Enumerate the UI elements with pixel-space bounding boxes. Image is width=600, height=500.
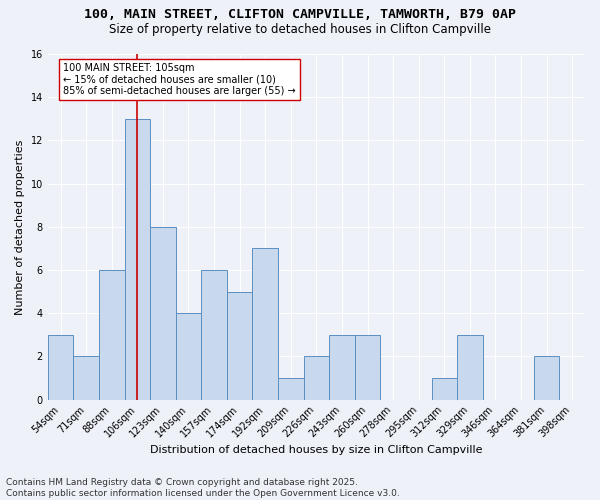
Bar	[201, 270, 227, 400]
Text: 100 MAIN STREET: 105sqm
← 15% of detached houses are smaller (10)
85% of semi-de: 100 MAIN STREET: 105sqm ← 15% of detache…	[63, 62, 296, 96]
Bar	[329, 335, 355, 400]
Bar	[48, 335, 73, 400]
Bar	[150, 227, 176, 400]
Bar	[534, 356, 559, 400]
Text: Contains HM Land Registry data © Crown copyright and database right 2025.
Contai: Contains HM Land Registry data © Crown c…	[6, 478, 400, 498]
Bar	[176, 314, 201, 400]
Bar	[99, 270, 125, 400]
Bar	[431, 378, 457, 400]
Bar	[304, 356, 329, 400]
Bar	[125, 119, 150, 400]
Text: Size of property relative to detached houses in Clifton Campville: Size of property relative to detached ho…	[109, 22, 491, 36]
X-axis label: Distribution of detached houses by size in Clifton Campville: Distribution of detached houses by size …	[150, 445, 482, 455]
Text: 100, MAIN STREET, CLIFTON CAMPVILLE, TAMWORTH, B79 0AP: 100, MAIN STREET, CLIFTON CAMPVILLE, TAM…	[84, 8, 516, 20]
Bar	[73, 356, 99, 400]
Bar	[253, 248, 278, 400]
Bar	[355, 335, 380, 400]
Bar	[227, 292, 253, 400]
Y-axis label: Number of detached properties: Number of detached properties	[15, 139, 25, 314]
Bar	[457, 335, 482, 400]
Bar	[278, 378, 304, 400]
